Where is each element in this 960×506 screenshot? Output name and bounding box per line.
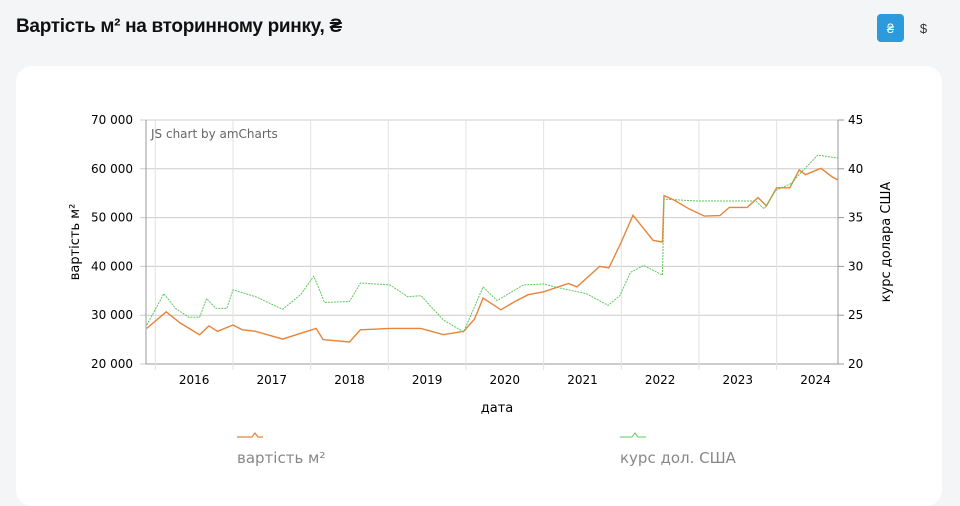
chart-credit[interactable]: JS chart by amCharts [150,127,278,141]
usd-rate-line [146,154,839,333]
y2-tick-label: 20 [848,357,863,371]
legend-item-usd[interactable]: курс дол. США [620,432,737,467]
plot-area [145,119,839,365]
x-tick-label: 2016 [179,373,210,387]
y2-tick-label: 30 [848,259,863,273]
y2-tick-label: 35 [848,211,863,225]
price-chart: 20 000 20 30 000 25 40 000 30 50 000 35 60 000 40… [68,113,894,467]
x-tick-label: 2019 [412,373,443,387]
y-tick-label: 20 000 [91,357,133,371]
y-tick-label: 30 000 [91,308,133,322]
y2-tick-label: 25 [848,308,863,322]
legend-marker-usd [620,432,646,438]
x-tick-label: 2017 [257,373,288,387]
legend-marker-price [237,432,263,438]
y-tick-label: 60 000 [91,162,133,176]
currency-uah-button[interactable]: ₴ [877,14,904,42]
chart-card [16,66,942,506]
x-tick-label: 2020 [490,373,521,387]
y2-axis-title: курс долара США [879,182,894,303]
legend-label-usd: курс дол. США [620,449,737,467]
price-line [146,167,839,343]
y-tick-label: 50 000 [91,211,133,225]
y-tick-label: 70 000 [91,113,133,127]
y2-tick-label: 45 [848,113,863,127]
legend-label-price: вартість м² [237,449,325,467]
currency-usd-button[interactable]: $ [919,20,928,36]
y-axis-title: вартість м² [68,204,83,281]
x-axis-title: дата [481,401,514,416]
page-title: Вартість м² на вторинному ринку, ₴ [16,16,342,37]
x-tick-label: 2023 [723,373,754,387]
y-tick-label: 40 000 [91,259,133,273]
x-tick-label: 2021 [567,373,598,387]
x-tick-label: 2018 [334,373,365,387]
y2-tick-label: 40 [848,162,863,176]
x-tick-label: 2024 [800,373,831,387]
legend-item-price[interactable]: вартість м² [237,432,325,467]
x-tick-label: 2022 [645,373,676,387]
